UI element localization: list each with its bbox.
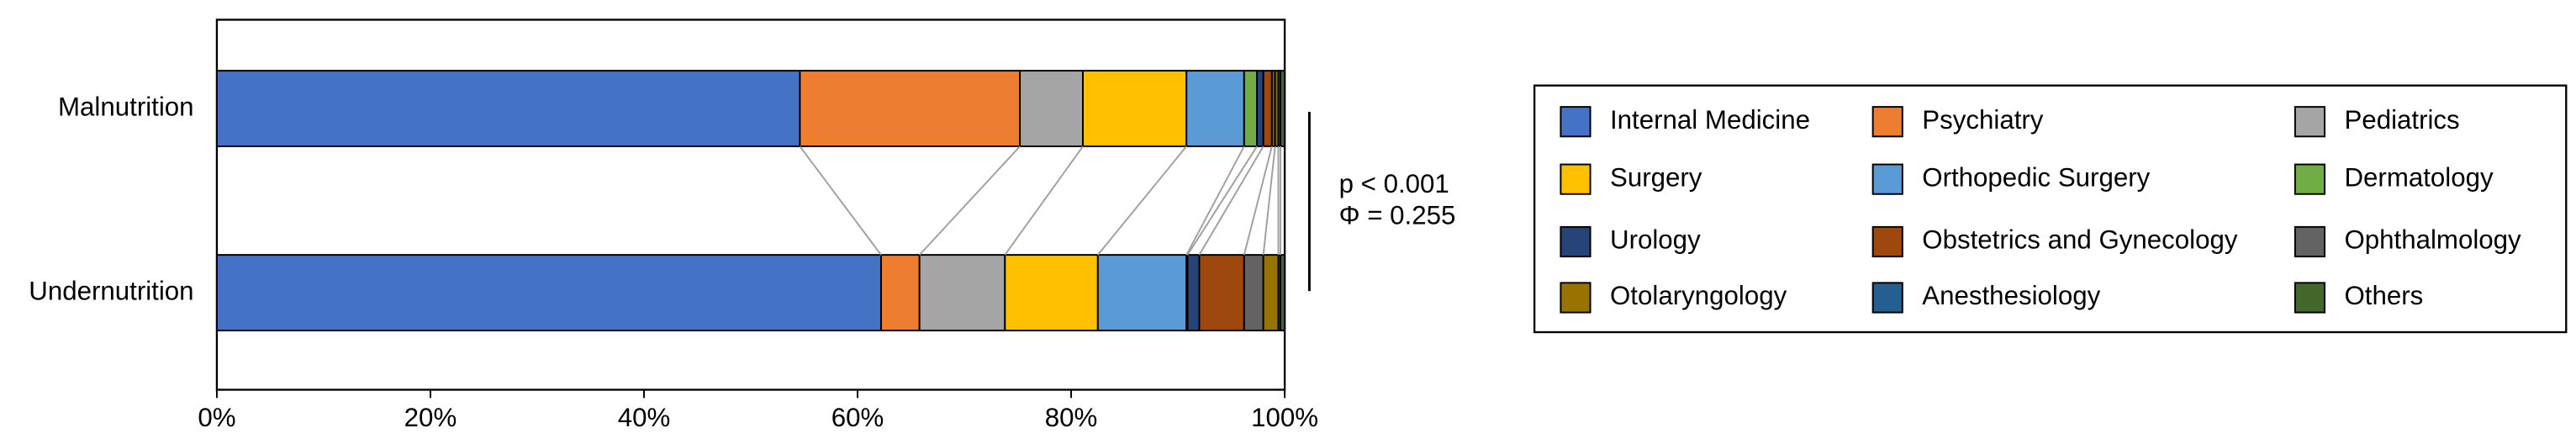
x-tick-label: 0% xyxy=(198,403,235,432)
connector xyxy=(1186,145,1258,256)
legend-swatch xyxy=(1871,225,1903,258)
connector xyxy=(799,145,882,256)
x-tick-label: 20% xyxy=(404,403,457,432)
legend-label: Pediatrics xyxy=(2344,105,2459,135)
connector xyxy=(918,145,1021,256)
x-tick-label: 60% xyxy=(831,403,884,432)
y-tick-label: Malnutrition xyxy=(58,92,194,121)
bar-segment xyxy=(879,254,921,332)
annotation: Φ = 0.255 xyxy=(1339,200,1456,230)
bar-segment xyxy=(1019,70,1085,148)
bar-segment xyxy=(215,70,801,148)
legend-label: Psychiatry xyxy=(1922,105,2044,135)
connector xyxy=(1262,145,1276,256)
legend-label: Anesthesiology xyxy=(1922,281,2100,310)
legend-swatch xyxy=(1871,163,1903,195)
bar-segment xyxy=(1262,254,1280,332)
connector xyxy=(1198,145,1264,256)
legend-label: Obstetrics and Gynecology xyxy=(1922,225,2238,255)
legend-swatch xyxy=(1560,225,1592,258)
legend-swatch xyxy=(1871,282,1903,314)
bar-segment xyxy=(1280,70,1286,148)
bar-segment xyxy=(1262,70,1273,148)
bar-segment xyxy=(1280,254,1286,332)
legend-label: Orthopedic Surgery xyxy=(1922,162,2150,192)
legend-label: Otolaryngology xyxy=(1610,281,1787,310)
bar-segment xyxy=(1256,70,1264,148)
y-tick-label: Undernutrition xyxy=(29,276,193,305)
connector xyxy=(1004,145,1084,256)
bar-segment xyxy=(1186,254,1201,332)
legend-swatch xyxy=(2294,225,2326,258)
connector xyxy=(1185,145,1245,256)
legend-swatch xyxy=(1560,163,1592,195)
legend-box xyxy=(1533,84,2568,334)
plot-frame xyxy=(215,18,1286,391)
legend-swatch xyxy=(1560,282,1592,314)
bar-segment xyxy=(1243,254,1264,332)
annotation: p < 0.001 xyxy=(1339,169,1449,198)
legend-swatch xyxy=(2294,106,2326,138)
connector xyxy=(1097,145,1187,256)
bar-segment xyxy=(1185,70,1245,148)
legend-swatch xyxy=(2294,282,2326,314)
x-tick-label: 80% xyxy=(1045,403,1098,432)
bar-segment xyxy=(1004,254,1099,332)
bar-segment xyxy=(1082,70,1188,148)
legend-swatch xyxy=(1560,106,1592,138)
legend-swatch xyxy=(1871,106,1903,138)
bar-segment xyxy=(1198,254,1245,332)
bar-segment xyxy=(799,70,1021,148)
bar-segment xyxy=(918,254,1006,332)
legend-label: Ophthalmology xyxy=(2344,225,2521,255)
legend-label: Surgery xyxy=(1610,162,1702,192)
legend-label: Dermatology xyxy=(2344,162,2494,192)
legend-swatch xyxy=(2294,163,2326,195)
x-tick-label: 100% xyxy=(1251,403,1318,432)
legend-label: Internal Medicine xyxy=(1610,105,1810,135)
legend-label: Others xyxy=(2344,281,2423,310)
bar-segment xyxy=(1096,254,1188,332)
connector xyxy=(1243,145,1273,256)
legend-label: Urology xyxy=(1610,225,1701,255)
bar-segment xyxy=(215,254,882,332)
x-tick-label: 40% xyxy=(618,403,671,432)
bar-segment xyxy=(1243,70,1259,148)
